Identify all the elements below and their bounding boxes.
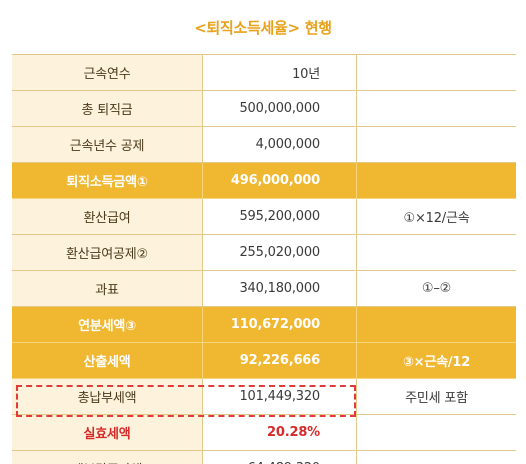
row-value: 496,000,000: [203, 163, 357, 198]
row-label: 연분세액③: [12, 307, 203, 342]
table-row-highlighted: 연분세액③ 110,672,000: [12, 307, 516, 343]
table-row: 총납부세액 101,449,320 주민세 포함: [12, 379, 516, 415]
tax-table: 근속연수 10년 총 퇴직금 500,000,000 근속년수 공제 4,000…: [12, 54, 516, 464]
row-label: 산출세액: [12, 343, 203, 378]
row-value: 64,489,320: [203, 451, 357, 464]
row-value: 595,200,000: [203, 199, 357, 234]
row-note: [357, 307, 516, 342]
row-value: 92,226,666: [203, 343, 357, 378]
row-value: 4,000,000: [203, 127, 357, 162]
row-label: 총 퇴직금: [12, 91, 203, 126]
row-note: [357, 415, 516, 450]
row-label: 근속년수 공제: [12, 127, 203, 162]
row-label: 환산급여: [12, 199, 203, 234]
table-row-highlighted: 산출세액 92,226,666 ③×근속/12: [12, 343, 516, 379]
row-value: 340,180,000: [203, 271, 357, 306]
row-note: [357, 55, 516, 90]
row-label: 세부담증가액: [12, 451, 203, 464]
table-row: 환산급여공제② 255,020,000: [12, 235, 516, 271]
table-row: 과표 340,180,000 ①–②: [12, 271, 516, 307]
row-note: [357, 127, 516, 162]
row-value: 500,000,000: [203, 91, 357, 126]
row-label: 근속연수: [12, 55, 203, 90]
row-note: ①×12/근속: [357, 199, 516, 234]
row-note: [357, 235, 516, 270]
table-row: 근속연수 10년: [12, 55, 516, 91]
row-label: 실효세액: [12, 415, 203, 450]
row-note: ③×근속/12: [357, 343, 516, 378]
row-label: 환산급여공제②: [12, 235, 203, 270]
row-label: 과표: [12, 271, 203, 306]
row-label: 퇴직소득금액①: [12, 163, 203, 198]
row-note: [357, 163, 516, 198]
row-value: 101,449,320: [203, 379, 357, 414]
table-row: 총 퇴직금 500,000,000: [12, 91, 516, 127]
table-row-highlighted: 퇴직소득금액① 496,000,000: [12, 163, 516, 199]
table-title: <퇴직소득세율> 현행: [194, 19, 332, 37]
row-note: [357, 451, 516, 464]
row-label: 총납부세액: [12, 379, 203, 414]
table-row: 환산급여 595,200,000 ①×12/근속: [12, 199, 516, 235]
row-note: ①–②: [357, 271, 516, 306]
row-value: 10년: [203, 55, 357, 90]
row-value: 20.28%: [203, 415, 357, 450]
row-value: 255,020,000: [203, 235, 357, 270]
row-note: [357, 91, 516, 126]
table-row: 근속년수 공제 4,000,000: [12, 127, 516, 163]
table-row: 세부담증가액 64,489,320: [12, 451, 516, 464]
row-value: 110,672,000: [203, 307, 357, 342]
row-note: 주민세 포함: [357, 379, 516, 414]
table-row-emphasized: 실효세액 20.28%: [12, 415, 516, 451]
